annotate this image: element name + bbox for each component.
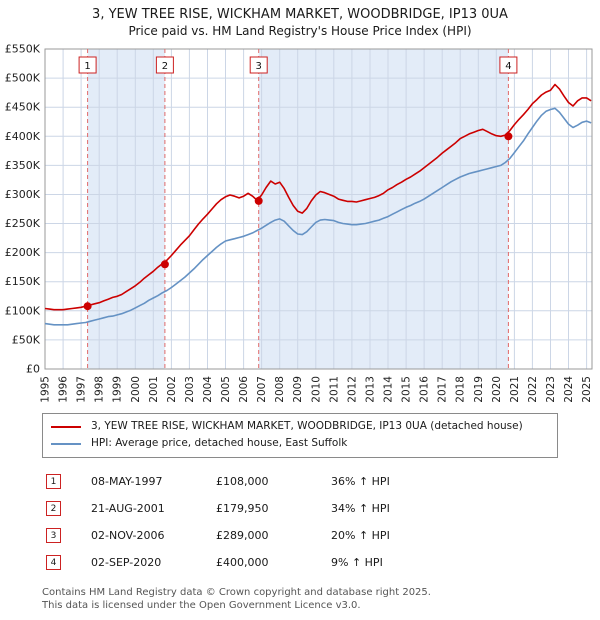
svg-text:2006: 2006 bbox=[238, 376, 250, 403]
svg-text:£0: £0 bbox=[26, 363, 40, 376]
sale-price: £400,000 bbox=[216, 556, 269, 569]
legend-label-property: 3, YEW TREE RISE, WICKHAM MARKET, WOODBR… bbox=[91, 420, 523, 432]
svg-text:2021: 2021 bbox=[509, 376, 521, 403]
svg-text:2005: 2005 bbox=[220, 376, 232, 403]
svg-text:£300K: £300K bbox=[5, 188, 41, 201]
legend-item-hpi: HPI: Average price, detached house, East… bbox=[51, 435, 549, 452]
svg-text:2023: 2023 bbox=[545, 376, 557, 403]
svg-text:2001: 2001 bbox=[148, 376, 160, 403]
footer-line2: This data is licensed under the Open Gov… bbox=[42, 600, 361, 611]
svg-text:£350K: £350K bbox=[5, 159, 41, 172]
svg-text:2012: 2012 bbox=[346, 376, 358, 403]
property-line-swatch bbox=[51, 425, 81, 428]
svg-text:1995: 1995 bbox=[40, 376, 52, 403]
sale-number-badge: 3 bbox=[46, 528, 61, 543]
svg-text:£500K: £500K bbox=[5, 72, 41, 85]
svg-text:3: 3 bbox=[256, 61, 262, 72]
sale-price: £108,000 bbox=[216, 475, 269, 488]
svg-text:2: 2 bbox=[162, 61, 168, 72]
hpi-line-swatch bbox=[51, 442, 81, 445]
svg-text:£100K: £100K bbox=[5, 304, 41, 317]
svg-text:2019: 2019 bbox=[473, 376, 485, 403]
page-subtitle: Price paid vs. HM Land Registry's House … bbox=[128, 24, 472, 38]
sale-number-badge: 2 bbox=[46, 501, 61, 516]
svg-text:2002: 2002 bbox=[166, 376, 178, 403]
svg-text:4: 4 bbox=[505, 61, 511, 72]
svg-text:2015: 2015 bbox=[401, 376, 413, 403]
svg-text:£400K: £400K bbox=[5, 130, 41, 143]
sale-price: £289,000 bbox=[216, 529, 269, 542]
sale-hpi-delta: 36% ↑ HPI bbox=[331, 475, 390, 488]
sale-hpi-delta: 34% ↑ HPI bbox=[331, 502, 390, 515]
legend: 3, YEW TREE RISE, WICKHAM MARKET, WOODBR… bbox=[42, 413, 558, 458]
svg-text:2022: 2022 bbox=[527, 376, 539, 403]
price-history-chart: 1 2 3 4 £0 £50K £100K £150K £200K £250K £300K £350K… bbox=[5, 43, 593, 403]
legend-label-hpi: HPI: Average price, detached house, East… bbox=[91, 437, 348, 449]
legend-item-property: 3, YEW TREE RISE, WICKHAM MARKET, WOODBR… bbox=[51, 418, 549, 435]
sale-number-badge: 1 bbox=[46, 474, 61, 489]
svg-text:2025: 2025 bbox=[581, 376, 593, 403]
svg-text:2020: 2020 bbox=[491, 376, 503, 403]
svg-text:2013: 2013 bbox=[365, 376, 377, 403]
svg-text:2003: 2003 bbox=[184, 376, 196, 403]
svg-text:2024: 2024 bbox=[563, 376, 575, 403]
sale-row-2: 2 21-AUG-2001 £179,950 34% ↑ HPI bbox=[46, 495, 600, 522]
footer: Contains HM Land Registry data © Crown c… bbox=[42, 586, 600, 612]
sale-number-badge: 4 bbox=[46, 555, 61, 570]
chart-header: 3, YEW TREE RISE, WICKHAM MARKET, WOODBR… bbox=[0, 0, 600, 39]
svg-text:1: 1 bbox=[84, 61, 90, 72]
svg-text:2008: 2008 bbox=[274, 376, 286, 403]
svg-text:2010: 2010 bbox=[310, 376, 322, 403]
page-title: 3, YEW TREE RISE, WICKHAM MARKET, WOODBR… bbox=[92, 7, 508, 22]
svg-text:1997: 1997 bbox=[76, 376, 88, 403]
sale-price: £179,950 bbox=[216, 502, 269, 515]
svg-text:1996: 1996 bbox=[58, 376, 70, 403]
svg-text:£550K: £550K bbox=[5, 43, 41, 56]
svg-text:2018: 2018 bbox=[455, 376, 467, 403]
svg-text:1998: 1998 bbox=[94, 376, 106, 403]
svg-text:2011: 2011 bbox=[328, 376, 340, 403]
svg-text:£50K: £50K bbox=[12, 333, 41, 346]
sale-date: 08-MAY-1997 bbox=[91, 475, 163, 488]
svg-text:£450K: £450K bbox=[5, 101, 41, 114]
svg-text:2009: 2009 bbox=[292, 376, 304, 403]
footer-line1: Contains HM Land Registry data © Crown c… bbox=[42, 587, 431, 598]
sale-date: 02-SEP-2020 bbox=[91, 556, 162, 569]
sale-hpi-delta: 9% ↑ HPI bbox=[331, 556, 383, 569]
svg-text:1999: 1999 bbox=[112, 376, 124, 403]
svg-text:£250K: £250K bbox=[5, 217, 41, 230]
svg-text:2014: 2014 bbox=[383, 376, 395, 403]
svg-text:£200K: £200K bbox=[5, 246, 41, 259]
sale-row-1: 1 08-MAY-1997 £108,000 36% ↑ HPI bbox=[46, 468, 600, 495]
svg-text:£150K: £150K bbox=[5, 275, 41, 288]
svg-text:2017: 2017 bbox=[437, 376, 449, 403]
sale-date: 02-NOV-2006 bbox=[91, 529, 165, 542]
sale-row-3: 3 02-NOV-2006 £289,000 20% ↑ HPI bbox=[46, 522, 600, 549]
sale-hpi-delta: 20% ↑ HPI bbox=[331, 529, 390, 542]
sale-date: 21-AUG-2001 bbox=[91, 502, 165, 515]
svg-text:2007: 2007 bbox=[256, 376, 268, 403]
sales-table: 1 08-MAY-1997 £108,000 36% ↑ HPI 2 21-AUG-200… bbox=[46, 468, 600, 576]
sale-row-4: 4 02-SEP-2020 £400,000 9% ↑ HPI bbox=[46, 549, 600, 576]
svg-text:2016: 2016 bbox=[419, 376, 431, 403]
svg-text:2004: 2004 bbox=[202, 376, 214, 403]
svg-text:2000: 2000 bbox=[130, 376, 142, 403]
